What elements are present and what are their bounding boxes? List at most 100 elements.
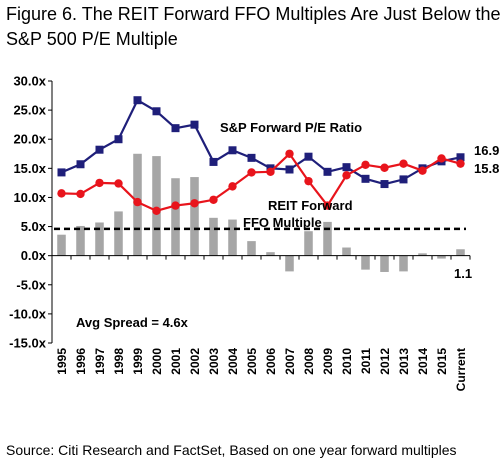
pe-point (399, 175, 408, 184)
ffo-point (114, 179, 123, 188)
pe-point (361, 174, 370, 183)
x-tick-label: 2010 (340, 348, 354, 375)
ffo-line (61, 152, 461, 213)
ffo-point (323, 201, 332, 210)
pe-point (247, 153, 256, 162)
x-tick-label: 1999 (131, 348, 145, 375)
spread-bar (247, 241, 256, 256)
x-tick-label: 2000 (150, 348, 164, 375)
pe-point (171, 124, 180, 133)
x-tick-label: 2005 (245, 348, 259, 375)
pe-point (342, 163, 351, 172)
ffo-point (418, 166, 427, 175)
ffo-point (76, 189, 85, 199)
ffo-point (95, 178, 104, 188)
y-tick-label: 30.0x (13, 74, 46, 89)
ffo-series-label-line2: FFO Multiple (243, 215, 322, 230)
ffo-point (437, 154, 446, 163)
pe-point (228, 146, 237, 155)
spread-bar (209, 217, 218, 256)
x-tick-label: 2008 (302, 348, 316, 375)
pe-point (76, 160, 85, 169)
ffo-point (133, 197, 142, 207)
pe-point (133, 96, 142, 105)
x-tick-label: 1998 (112, 348, 126, 375)
ffo-point (190, 199, 199, 208)
x-tick-label: Current (454, 348, 468, 391)
x-tick-label: 2002 (188, 348, 202, 375)
y-tick-label: 0.0x (21, 248, 47, 263)
x-tick-label: 2011 (359, 348, 373, 374)
y-tick-label: 15.0x (13, 161, 46, 176)
spread-bar (456, 249, 465, 256)
x-tick-label: 2013 (397, 348, 411, 375)
pe-point (57, 168, 66, 177)
end-value-ffo: 15.8 (474, 161, 499, 176)
ffo-point (304, 176, 313, 186)
x-tick-label: 2009 (321, 348, 335, 375)
x-tick-label: 2003 (207, 348, 221, 375)
y-tick-label: -10.0x (9, 306, 47, 321)
x-tick-label: 2007 (283, 348, 297, 375)
end-value-spread: 1.1 (454, 266, 472, 281)
annotations: S&P Forward P/E Ratio REIT Forward FFO Mul… (76, 120, 499, 330)
spread-bar (228, 219, 237, 256)
pe-point (456, 153, 465, 162)
ffo-point (456, 159, 465, 168)
spread-bar (95, 222, 104, 256)
ffo-point (266, 167, 275, 177)
x-tick-label: 2006 (264, 348, 278, 375)
spread-bar (361, 255, 370, 270)
ffo-point (152, 206, 161, 216)
spread-bar (114, 211, 123, 256)
x-tick-label: 1997 (93, 348, 107, 375)
pe-line (61, 98, 461, 186)
x-tick-label: 2001 (169, 348, 183, 375)
pe-point (114, 135, 123, 144)
ffo-point (380, 163, 389, 172)
ffo-series-label-line1: REIT Forward (268, 198, 353, 213)
y-tick-label: -15.0x (9, 336, 47, 351)
spread-bar (190, 177, 199, 256)
pe-point (285, 165, 294, 174)
ffo-point (57, 189, 66, 198)
axes: 30.0x 25.0x 20.0x 15.0x 10.0x 5.0x 0.0x -5.0x -1… (9, 74, 471, 391)
chart-title: Figure 6. The REIT Forward FFO Multiples… (6, 4, 501, 49)
pe-point (152, 107, 161, 116)
ffo-point (399, 159, 408, 168)
x-tick-label: 2012 (378, 348, 392, 375)
y-tick-label: 10.0x (13, 190, 46, 205)
ffo-point (228, 182, 237, 191)
ffo-point (361, 160, 370, 170)
y-tick-label: 20.0x (13, 132, 46, 147)
pe-point (95, 145, 104, 154)
spread-bar (266, 252, 275, 256)
pe-point (304, 152, 313, 161)
x-tick-label: 1995 (55, 348, 69, 375)
spread-bar (342, 247, 351, 256)
x-tick-label: 2015 (435, 348, 449, 375)
series-lines (57, 96, 465, 216)
pe-series-label: S&P Forward P/E Ratio (220, 120, 362, 135)
pe-point (209, 157, 218, 166)
pe-point (323, 167, 332, 176)
spread-bar (171, 178, 180, 256)
x-tick-label: 1996 (74, 348, 88, 375)
ffo-point (285, 149, 294, 158)
x-tick-label: 2004 (226, 348, 240, 375)
spread-bar (285, 255, 294, 272)
y-tick-label: 25.0x (13, 103, 46, 118)
spread-bar (380, 255, 389, 272)
ffo-point (171, 201, 180, 210)
pe-point (190, 120, 199, 129)
end-value-pe: 16.9 (474, 143, 499, 158)
y-tick-label: 5.0x (21, 219, 47, 234)
ffo-point (247, 168, 256, 177)
spread-bar (399, 255, 408, 272)
ffo-point (342, 171, 351, 180)
spread-bar (323, 221, 332, 256)
ffo-point (209, 195, 218, 204)
pe-point (380, 180, 389, 189)
spread-bar (437, 255, 446, 259)
